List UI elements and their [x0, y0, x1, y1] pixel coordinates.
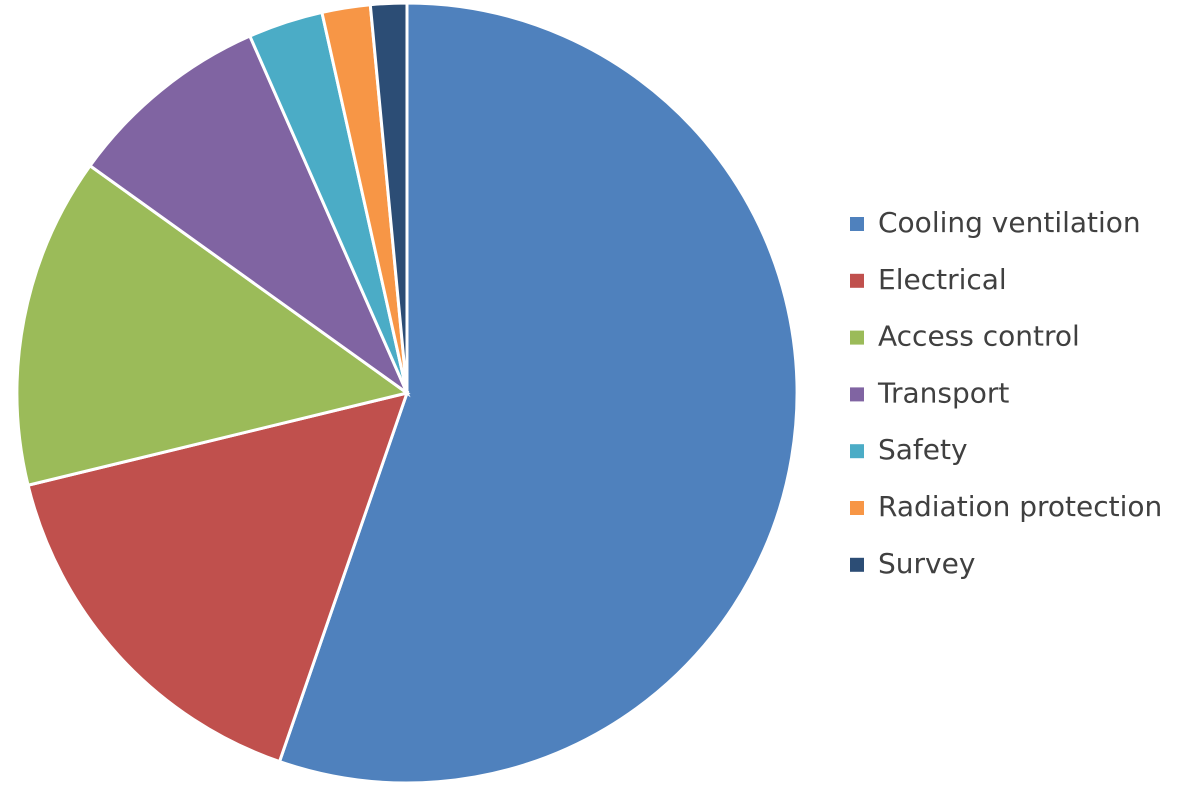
legend-swatch [850, 273, 864, 288]
legend-swatch [850, 217, 864, 231]
legend-swatch [850, 330, 864, 345]
legend-swatch [850, 387, 864, 402]
legend-label: Cooling ventilation [878, 206, 1141, 239]
legend-label: Electrical [878, 263, 1007, 296]
legend-label: Access control [878, 320, 1080, 353]
legend-label: Safety [878, 433, 968, 466]
pie-slice [277, 1, 799, 785]
legend-label: Transport [877, 376, 1009, 409]
pie-slice [368, 1, 409, 394]
legend-swatch [850, 557, 864, 572]
pie-slice [87, 34, 411, 398]
legend-label: Survey [878, 547, 975, 580]
legend-swatch [850, 501, 864, 515]
pie-slice [26, 390, 410, 764]
legend-label: Radiation protection [878, 490, 1162, 523]
legend-swatch [850, 444, 864, 459]
pie-slice [15, 163, 411, 488]
